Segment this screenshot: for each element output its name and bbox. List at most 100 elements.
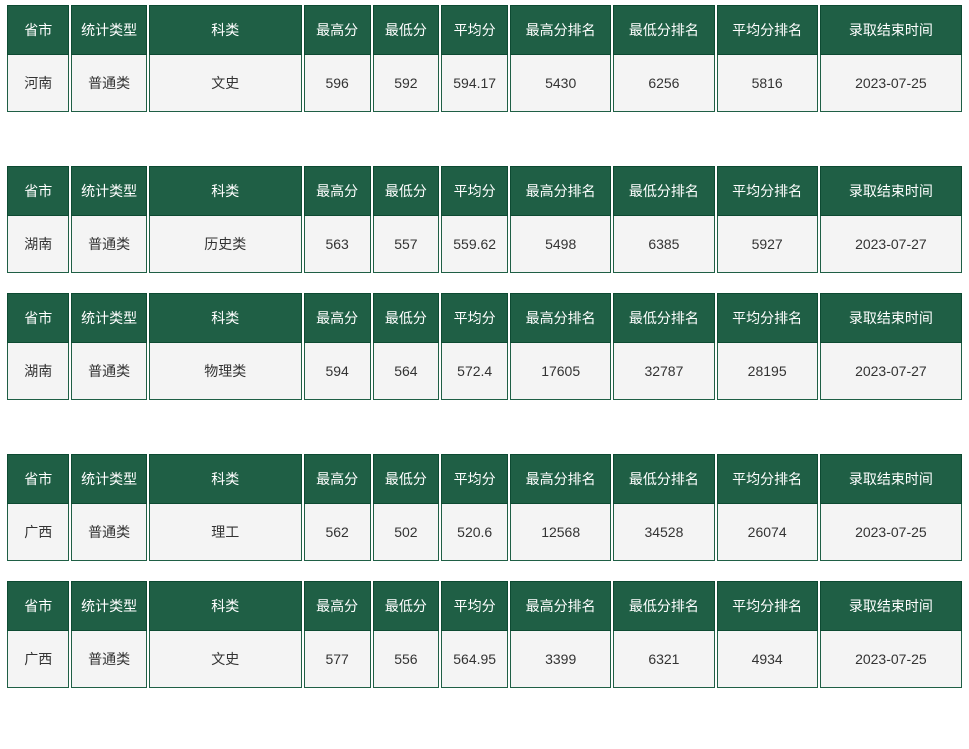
cell-subject: 文史 — [149, 55, 302, 112]
col-header-subject: 科类 — [149, 5, 302, 55]
cell-end_date: 2023-07-27 — [820, 216, 962, 273]
col-header-min_score: 最低分 — [373, 454, 440, 504]
table-gap — [5, 273, 964, 293]
cell-min_rank: 6256 — [613, 55, 714, 112]
cell-subject: 文史 — [149, 631, 302, 688]
admission-table: 省市统计类型科类最高分最低分平均分最高分排名最低分排名平均分排名录取结束时间广西… — [5, 581, 964, 688]
cell-min_score: 502 — [373, 504, 440, 561]
col-header-min_rank: 最低分排名 — [613, 5, 714, 55]
table-header-row: 省市统计类型科类最高分最低分平均分最高分排名最低分排名平均分排名录取结束时间 — [7, 5, 962, 55]
cell-avg_score: 594.17 — [441, 55, 508, 112]
cell-min_score: 557 — [373, 216, 440, 273]
cell-avg_rank: 5927 — [717, 216, 818, 273]
table-row: 河南普通类文史596592594.175430625658162023-07-2… — [7, 55, 962, 112]
col-header-avg_score: 平均分 — [441, 454, 508, 504]
col-header-avg_score: 平均分 — [441, 166, 508, 216]
admission-table: 省市统计类型科类最高分最低分平均分最高分排名最低分排名平均分排名录取结束时间广西… — [5, 454, 964, 561]
col-header-end_date: 录取结束时间 — [820, 581, 962, 631]
col-header-max_rank: 最高分排名 — [510, 166, 611, 216]
table-row: 湖南普通类历史类563557559.625498638559272023-07-… — [7, 216, 962, 273]
cell-avg_score: 572.4 — [441, 343, 508, 400]
col-header-stat_type: 统计类型 — [71, 166, 146, 216]
table-row: 广西普通类文史577556564.953399632149342023-07-2… — [7, 631, 962, 688]
col-header-min_rank: 最低分排名 — [613, 581, 714, 631]
col-header-min_score: 最低分 — [373, 581, 440, 631]
cell-province: 广西 — [7, 631, 69, 688]
cell-end_date: 2023-07-25 — [820, 504, 962, 561]
cell-stat_type: 普通类 — [71, 216, 146, 273]
cell-avg_score: 564.95 — [441, 631, 508, 688]
cell-province: 湖南 — [7, 216, 69, 273]
table-gap — [5, 561, 964, 581]
table-row: 湖南普通类物理类594564572.41760532787281952023-0… — [7, 343, 962, 400]
col-header-min_rank: 最低分排名 — [613, 293, 714, 343]
col-header-subject: 科类 — [149, 454, 302, 504]
cell-max_rank: 5430 — [510, 55, 611, 112]
cell-province: 河南 — [7, 55, 69, 112]
col-header-stat_type: 统计类型 — [71, 581, 146, 631]
cell-max_rank: 17605 — [510, 343, 611, 400]
col-header-province: 省市 — [7, 5, 69, 55]
col-header-end_date: 录取结束时间 — [820, 5, 962, 55]
col-header-max_rank: 最高分排名 — [510, 581, 611, 631]
cell-subject: 历史类 — [149, 216, 302, 273]
col-header-stat_type: 统计类型 — [71, 5, 146, 55]
col-header-avg_rank: 平均分排名 — [717, 166, 818, 216]
admission-table: 省市统计类型科类最高分最低分平均分最高分排名最低分排名平均分排名录取结束时间河南… — [5, 5, 964, 112]
col-header-avg_rank: 平均分排名 — [717, 293, 818, 343]
cell-avg_score: 559.62 — [441, 216, 508, 273]
cell-avg_rank: 26074 — [717, 504, 818, 561]
col-header-max_rank: 最高分排名 — [510, 5, 611, 55]
cell-province: 湖南 — [7, 343, 69, 400]
col-header-min_rank: 最低分排名 — [613, 454, 714, 504]
cell-min_score: 556 — [373, 631, 440, 688]
col-header-max_score: 最高分 — [304, 166, 371, 216]
col-header-end_date: 录取结束时间 — [820, 293, 962, 343]
col-header-province: 省市 — [7, 454, 69, 504]
col-header-max_score: 最高分 — [304, 581, 371, 631]
cell-stat_type: 普通类 — [71, 504, 146, 561]
admission-table: 省市统计类型科类最高分最低分平均分最高分排名最低分排名平均分排名录取结束时间湖南… — [5, 166, 964, 273]
table-gap — [5, 112, 964, 166]
cell-avg_rank: 4934 — [717, 631, 818, 688]
col-header-avg_rank: 平均分排名 — [717, 581, 818, 631]
cell-end_date: 2023-07-27 — [820, 343, 962, 400]
table-header-row: 省市统计类型科类最高分最低分平均分最高分排名最低分排名平均分排名录取结束时间 — [7, 454, 962, 504]
cell-end_date: 2023-07-25 — [820, 631, 962, 688]
cell-max_rank: 12568 — [510, 504, 611, 561]
cell-min_score: 564 — [373, 343, 440, 400]
col-header-avg_rank: 平均分排名 — [717, 454, 818, 504]
col-header-avg_rank: 平均分排名 — [717, 5, 818, 55]
col-header-province: 省市 — [7, 293, 69, 343]
cell-avg_rank: 28195 — [717, 343, 818, 400]
col-header-max_rank: 最高分排名 — [510, 454, 611, 504]
col-header-end_date: 录取结束时间 — [820, 454, 962, 504]
cell-end_date: 2023-07-25 — [820, 55, 962, 112]
table-header-row: 省市统计类型科类最高分最低分平均分最高分排名最低分排名平均分排名录取结束时间 — [7, 166, 962, 216]
cell-subject: 理工 — [149, 504, 302, 561]
table-header-row: 省市统计类型科类最高分最低分平均分最高分排名最低分排名平均分排名录取结束时间 — [7, 581, 962, 631]
col-header-min_score: 最低分 — [373, 5, 440, 55]
col-header-province: 省市 — [7, 166, 69, 216]
cell-max_score: 563 — [304, 216, 371, 273]
cell-stat_type: 普通类 — [71, 343, 146, 400]
cell-max_score: 596 — [304, 55, 371, 112]
col-header-avg_score: 平均分 — [441, 5, 508, 55]
cell-max_rank: 5498 — [510, 216, 611, 273]
admission-table: 省市统计类型科类最高分最低分平均分最高分排名最低分排名平均分排名录取结束时间湖南… — [5, 293, 964, 400]
col-header-stat_type: 统计类型 — [71, 293, 146, 343]
cell-min_rank: 32787 — [613, 343, 714, 400]
cell-avg_score: 520.6 — [441, 504, 508, 561]
tables-container: 省市统计类型科类最高分最低分平均分最高分排名最低分排名平均分排名录取结束时间河南… — [5, 5, 964, 688]
col-header-max_score: 最高分 — [304, 5, 371, 55]
col-header-min_score: 最低分 — [373, 293, 440, 343]
col-header-max_rank: 最高分排名 — [510, 293, 611, 343]
col-header-subject: 科类 — [149, 293, 302, 343]
col-header-max_score: 最高分 — [304, 454, 371, 504]
cell-max_score: 577 — [304, 631, 371, 688]
col-header-province: 省市 — [7, 581, 69, 631]
col-header-min_score: 最低分 — [373, 166, 440, 216]
cell-max_rank: 3399 — [510, 631, 611, 688]
col-header-max_score: 最高分 — [304, 293, 371, 343]
col-header-stat_type: 统计类型 — [71, 454, 146, 504]
